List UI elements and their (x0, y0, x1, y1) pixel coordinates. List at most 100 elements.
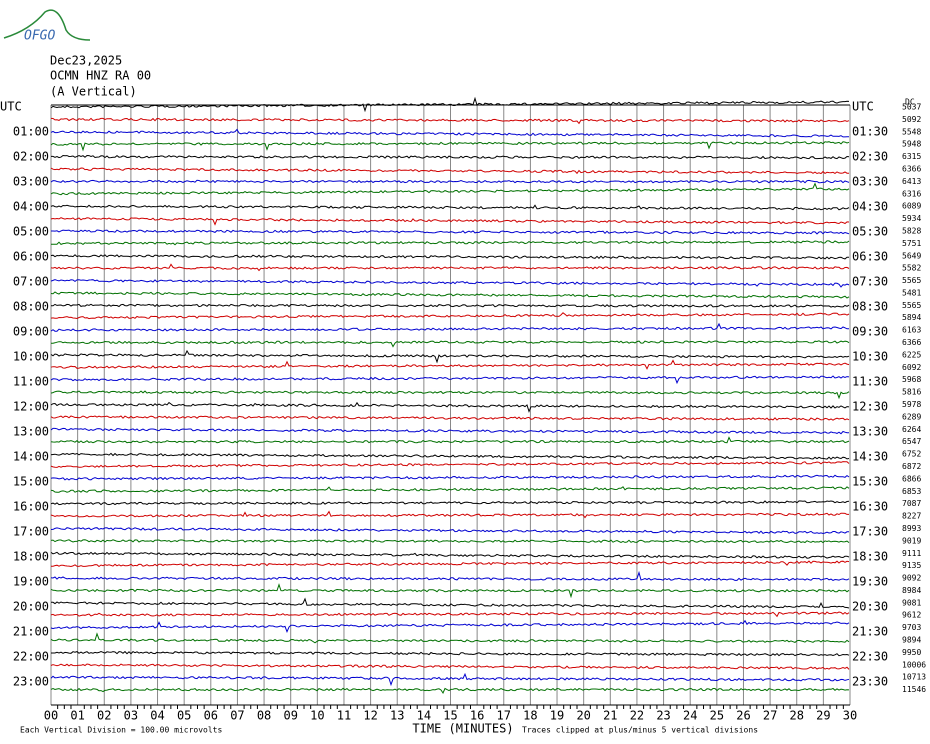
dc-value: 6225 (902, 350, 921, 359)
right-label: 09:30 (852, 325, 888, 339)
dc-value: 6316 (902, 189, 921, 198)
trace (50, 583, 850, 599)
right-label: 15:30 (852, 475, 888, 489)
right-label: 01:30 (852, 125, 888, 139)
dc-value: 5582 (902, 264, 921, 273)
dc-value: 5948 (902, 140, 921, 149)
right-label: 05:30 (852, 225, 888, 239)
trace (50, 204, 850, 211)
trace (50, 672, 850, 687)
trace (50, 359, 850, 370)
dc-value: 9081 (902, 598, 921, 607)
right-label: 06:30 (852, 250, 888, 264)
x-tick-label: 05 (177, 709, 191, 723)
x-tick-label: 02 (97, 709, 111, 723)
left-label: 14:00 (13, 450, 49, 464)
trace (50, 312, 850, 320)
left-label: 01:00 (13, 125, 49, 139)
trace (51, 597, 850, 609)
trace (50, 217, 850, 226)
x-tick-label: 01 (70, 709, 84, 723)
left-label: 04:00 (13, 200, 49, 214)
dc-value: 6413 (902, 177, 921, 186)
x-tick-label: 04 (150, 709, 164, 723)
dc-value: 5828 (902, 226, 921, 235)
dc-value: 8993 (902, 524, 921, 533)
x-tick-label: 09 (283, 709, 297, 723)
trace (50, 375, 850, 385)
x-tick-label: 24 (683, 709, 697, 723)
right-label: 20:30 (852, 600, 888, 614)
dc-value: 9894 (902, 636, 921, 645)
x-tick-label: 29 (816, 709, 830, 723)
trace (51, 560, 850, 568)
right-label: UTC (852, 100, 874, 114)
dc-value: 5649 (902, 251, 921, 260)
logo: OFGO (24, 29, 55, 44)
x-tick-label: 19 (550, 709, 564, 723)
trace (50, 167, 850, 175)
left-label: 09:00 (13, 325, 49, 339)
x-tick-label: 26 (736, 709, 750, 723)
right-label: 04:30 (852, 200, 888, 214)
logo-swoosh (3, 9, 91, 41)
trace (50, 291, 850, 299)
dc-value: 10713 (902, 673, 926, 682)
left-label: 06:00 (13, 250, 49, 264)
trace (50, 510, 849, 519)
dc-value: 6853 (902, 487, 921, 496)
dc-value: 9703 (902, 623, 921, 632)
dc-value: 5565 (902, 276, 921, 285)
right-label: 14:30 (852, 450, 888, 464)
trace (50, 179, 850, 184)
x-tick-label: 28 (790, 709, 804, 723)
left-label: 15:00 (13, 475, 49, 489)
trace (50, 570, 850, 582)
trace (51, 154, 850, 160)
dc-value: 6366 (902, 164, 921, 173)
right-label: 13:30 (852, 425, 888, 439)
trace (50, 254, 850, 260)
trace (50, 632, 850, 644)
x-tick-label: 15 (443, 709, 457, 723)
x-tick-label: 27 (763, 709, 777, 723)
dc-value: 6547 (902, 437, 921, 446)
trace (50, 349, 850, 364)
x-tick-label: 11 (337, 709, 351, 723)
left-label: 05:00 (13, 225, 49, 239)
component: (A Vertical) (50, 85, 137, 99)
x-tick-label: 13 (390, 709, 404, 723)
right-label: 12:30 (852, 400, 888, 414)
right-label: 10:30 (852, 350, 888, 364)
trace (50, 619, 850, 634)
right-label: 17:30 (852, 525, 888, 539)
x-tick-label: 06 (204, 709, 218, 723)
left-label: 22:00 (13, 650, 49, 664)
dc-value: 6366 (902, 338, 921, 347)
dc-value: 5565 (902, 301, 921, 310)
x-tick-label: 25 (710, 709, 724, 723)
right-label: 21:30 (852, 625, 888, 639)
dc-value: 6092 (902, 363, 921, 372)
right-label: 23:30 (852, 675, 888, 689)
dc-label: DC (905, 98, 915, 107)
trace (50, 527, 850, 535)
dc-value: 6752 (902, 450, 921, 459)
left-label: 20:00 (13, 600, 49, 614)
trace (50, 611, 850, 618)
trace (50, 539, 850, 544)
right-label: 19:30 (852, 575, 888, 589)
trace (50, 141, 850, 152)
left-label: 21:00 (13, 625, 49, 639)
dc-value: 5037 (902, 103, 921, 112)
right-label: 07:30 (852, 275, 888, 289)
trace (50, 128, 850, 138)
x-tick-label: 08 (257, 709, 271, 723)
left-label: 02:00 (13, 150, 49, 164)
trace (50, 486, 850, 493)
dc-value: 7087 (902, 499, 921, 508)
x-tick-label: 18 (523, 709, 537, 723)
left-label: 16:00 (13, 500, 49, 514)
dc-value: 6089 (902, 202, 921, 211)
